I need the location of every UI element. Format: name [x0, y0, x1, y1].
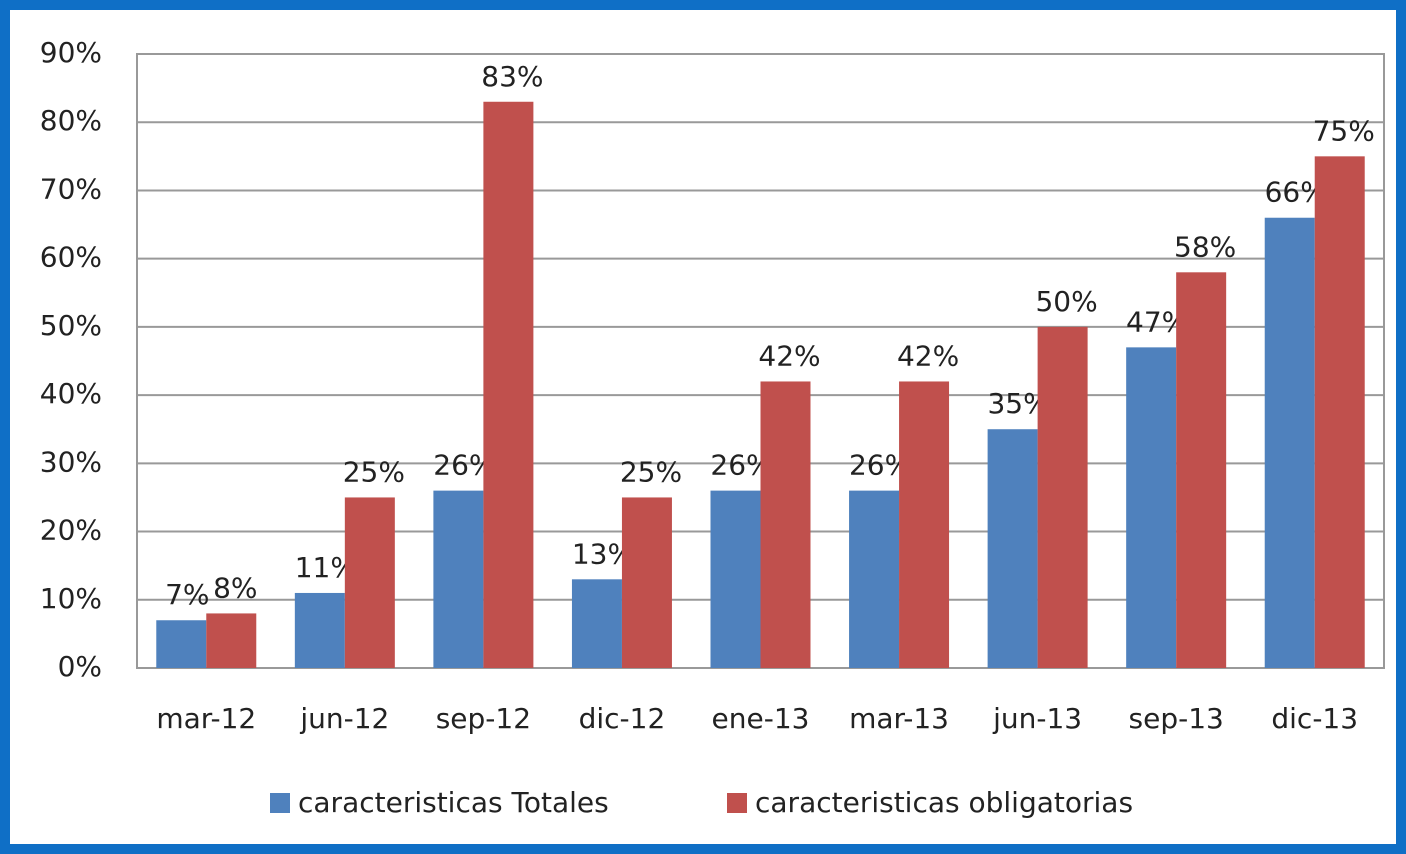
- legend-swatch: [270, 793, 290, 813]
- bar: [571, 579, 622, 668]
- bar: [710, 490, 761, 668]
- x-tick-label: dic-13: [1271, 702, 1358, 735]
- bar: [344, 497, 395, 668]
- bar: [1264, 217, 1315, 668]
- y-tick-label: 90%: [40, 36, 102, 69]
- x-tick-label: dic-12: [579, 702, 666, 735]
- bar: [760, 381, 811, 668]
- y-tick-label: 40%: [40, 377, 102, 410]
- bar: [987, 429, 1038, 668]
- legend-swatch: [727, 793, 747, 813]
- data-label: 50%: [1035, 285, 1097, 318]
- y-tick-label: 60%: [40, 241, 102, 274]
- y-tick-label: 20%: [40, 514, 102, 547]
- data-label: 42%: [897, 339, 959, 372]
- y-tick-label: 50%: [40, 309, 102, 342]
- bar: [156, 620, 207, 668]
- x-tick-label: sep-13: [1129, 702, 1224, 735]
- data-label: 58%: [1174, 230, 1236, 263]
- bar: [294, 592, 345, 668]
- bar: [206, 613, 257, 668]
- legend-label: caracteristicas obligatorias: [755, 786, 1133, 819]
- bar: [621, 497, 672, 668]
- x-tick-label: jun-12: [299, 702, 389, 735]
- x-tick-label: sep-12: [436, 702, 531, 735]
- data-label: 25%: [343, 455, 405, 488]
- data-label: 8%: [213, 571, 257, 604]
- data-label: 42%: [758, 339, 820, 372]
- bar: [899, 381, 950, 668]
- x-tick-label: jun-13: [992, 702, 1082, 735]
- y-tick-label: 30%: [40, 445, 102, 478]
- x-tick-label: ene-13: [712, 702, 810, 735]
- bar: [1126, 347, 1177, 668]
- bar: [849, 490, 900, 668]
- y-tick-label: 0%: [58, 650, 102, 683]
- data-label: 7%: [165, 578, 209, 611]
- bar: [1314, 156, 1365, 669]
- y-tick-label: 80%: [40, 104, 102, 137]
- data-label: 83%: [481, 60, 543, 93]
- x-tick-label: mar-12: [156, 702, 256, 735]
- bar: [433, 490, 484, 668]
- x-tick-label: mar-13: [849, 702, 949, 735]
- y-tick-label: 10%: [40, 582, 102, 615]
- bar: [1037, 326, 1088, 668]
- bar: [1176, 272, 1227, 668]
- data-label: 75%: [1313, 114, 1375, 147]
- data-label: 25%: [620, 455, 682, 488]
- y-tick-label: 70%: [40, 172, 102, 205]
- bar: [483, 101, 534, 668]
- legend-label: caracteristicas Totales: [298, 786, 609, 819]
